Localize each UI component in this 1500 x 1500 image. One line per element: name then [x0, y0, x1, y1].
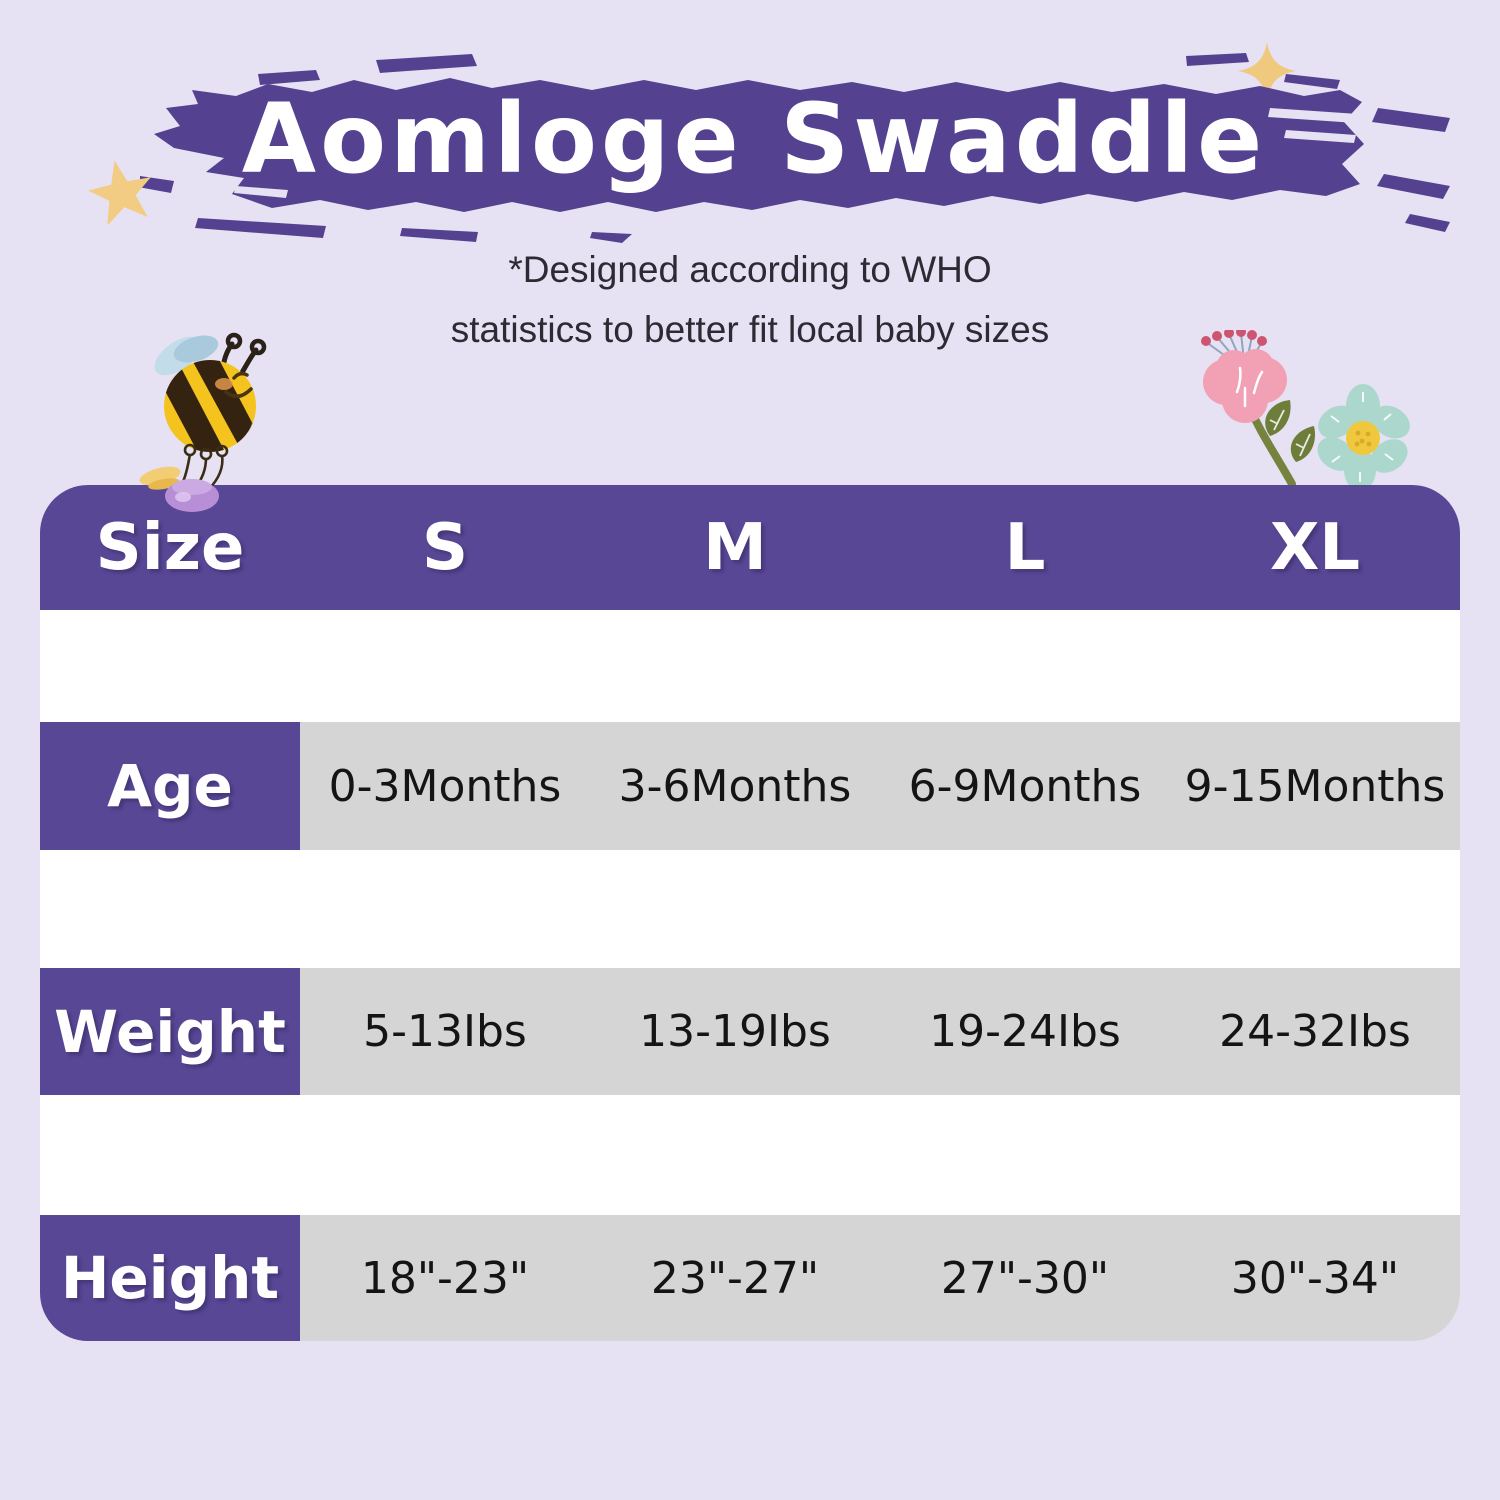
row-cells-height: 18"-23" 23"-27" 27"-30" 30"-34" [300, 1215, 1460, 1341]
spacer-row [40, 850, 1460, 968]
header-size-s: S [421, 510, 469, 585]
star-icon [88, 160, 151, 224]
cell-age-xl: 9-15Months [1184, 760, 1446, 812]
cell-weight-m: 13-19Ibs [639, 1006, 831, 1057]
cell-age-m: 3-6Months [618, 760, 852, 812]
spacer-row [40, 610, 1460, 722]
sparkle-icon [1238, 42, 1296, 100]
cell-weight-l: 19-24Ibs [929, 1006, 1121, 1057]
row-label-height: Height [40, 1215, 300, 1341]
cell-age-l: 6-9Months [908, 760, 1142, 812]
brush-stroke [140, 53, 1450, 243]
cell-height-xl: 30"-34" [1230, 1252, 1400, 1304]
cell-height-m: 23"-27" [650, 1252, 820, 1304]
row-cells-age: 0-3Months 3-6Months 6-9Months 9-15Months [300, 722, 1460, 850]
subtitle: *Designed according to WHO statistics to… [0, 240, 1500, 360]
table-row-weight: Weight 5-13Ibs 13-19Ibs 19-24Ibs 24-32Ib… [40, 968, 1460, 1095]
size-chart-table: Size S M L XL Age 0-3Months 3-6Months 6-… [40, 485, 1460, 1341]
row-label-weight: Weight [40, 968, 300, 1095]
subtitle-line-1: *Designed according to WHO [508, 249, 992, 290]
spacer-row [40, 1095, 1460, 1215]
table-row-age: Age 0-3Months 3-6Months 6-9Months 9-15Mo… [40, 722, 1460, 850]
header-size: Size [95, 510, 245, 585]
header-size-m: M [703, 510, 767, 585]
flowers-icon [1201, 330, 1410, 486]
cell-height-s: 18"-23" [360, 1252, 530, 1304]
cell-weight-xl: 24-32Ibs [1219, 1006, 1411, 1057]
bee-icon [139, 332, 267, 512]
row-cells-weight: 5-13Ibs 13-19Ibs 19-24Ibs 24-32Ibs [300, 968, 1460, 1095]
table-header-row: Size S M L XL [40, 485, 1460, 610]
header-size-l: L [1004, 510, 1046, 585]
cell-weight-s: 5-13Ibs [363, 1006, 527, 1057]
product-title: Aomloge Swaddle [241, 83, 1267, 195]
title-banner: Aomloge Swaddle [140, 44, 1460, 244]
table-row-height: Height 18"-23" 23"-27" 27"-30" 30"-34" [40, 1215, 1460, 1341]
subtitle-line-2: statistics to better fit local baby size… [450, 309, 1050, 350]
cell-age-s: 0-3Months [328, 760, 562, 812]
header-size-xl: XL [1269, 510, 1361, 585]
row-label-age: Age [40, 722, 300, 850]
cell-height-l: 27"-30" [940, 1252, 1110, 1304]
